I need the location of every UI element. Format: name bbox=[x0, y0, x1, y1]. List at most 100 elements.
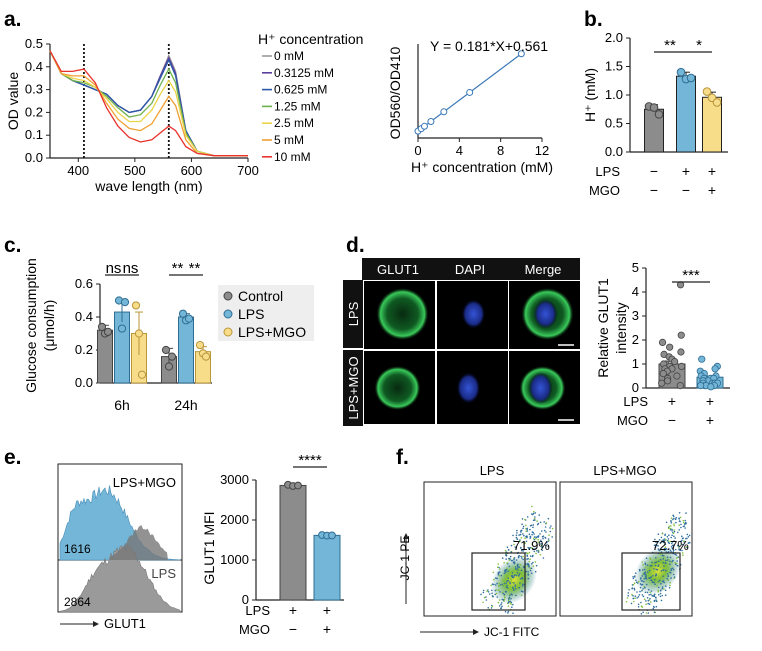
flow-event-dot bbox=[688, 541, 691, 544]
flow-event-dot bbox=[491, 589, 493, 592]
flow-event-dot bbox=[513, 574, 515, 577]
flow-event-dot bbox=[485, 599, 488, 601]
flow-event-dot bbox=[678, 529, 680, 531]
flow-event-dot bbox=[644, 563, 647, 566]
flow-event-dot bbox=[506, 567, 508, 570]
flow-event-dot bbox=[516, 571, 519, 574]
flow-event-dot bbox=[637, 606, 640, 608]
spectrum-legend-title: H⁺ concentration bbox=[258, 31, 363, 47]
flow-event-dot bbox=[672, 573, 675, 576]
d-data-point bbox=[677, 362, 686, 370]
flow-event-dot bbox=[654, 562, 656, 564]
panel-label-e: e. bbox=[4, 446, 22, 469]
flow-event-dot bbox=[537, 551, 540, 553]
flow-event-dot bbox=[506, 584, 509, 587]
flow-event-dot bbox=[663, 565, 665, 567]
flow-event-dot bbox=[516, 573, 518, 576]
flow-event-dot bbox=[633, 589, 636, 591]
flow-event-dot bbox=[668, 540, 670, 542]
c-bar bbox=[97, 329, 113, 384]
e-row-value: + bbox=[289, 602, 297, 618]
c-ylabel-line2: (μmol/h) bbox=[41, 300, 57, 352]
flow-event-dot bbox=[501, 598, 504, 601]
c-ytick-label: 0.4 bbox=[75, 309, 93, 324]
flow-event-dot bbox=[510, 559, 513, 562]
flow-event-dot bbox=[531, 531, 534, 533]
flow-event-dot bbox=[521, 557, 523, 559]
flow-event-dot bbox=[669, 556, 672, 559]
flow-event-dot bbox=[527, 574, 530, 576]
flow-event-dot bbox=[491, 595, 494, 597]
flow-event-dot bbox=[672, 515, 675, 517]
flow-event-dot bbox=[544, 544, 547, 547]
flow-event-dot bbox=[519, 533, 522, 536]
panel-label-f: f. bbox=[396, 446, 409, 469]
flow-event-dot bbox=[685, 512, 687, 514]
spectrum-legend-label: 5 mM bbox=[274, 133, 304, 147]
flow-event-dot bbox=[643, 577, 645, 580]
flow-event-dot bbox=[671, 544, 674, 547]
flow-event-dot bbox=[648, 588, 650, 591]
c-data-point bbox=[201, 352, 211, 361]
flow-event-dot bbox=[526, 527, 528, 530]
flow-event-dot bbox=[654, 581, 657, 583]
flow-event-dot bbox=[650, 601, 652, 603]
flow-event-dot bbox=[521, 523, 523, 525]
flow-event-dot bbox=[541, 546, 543, 549]
flow-event-dot bbox=[525, 527, 527, 530]
flow-event-dot bbox=[528, 547, 530, 550]
flow-event-dot bbox=[512, 612, 514, 614]
d-data-point bbox=[698, 355, 706, 363]
flow-event-dot bbox=[677, 531, 679, 534]
histogram-reference bbox=[110, 525, 168, 560]
d-data-point bbox=[677, 348, 685, 356]
flow-event-dot bbox=[491, 605, 494, 608]
flow-event-dot bbox=[681, 535, 683, 538]
flow-event-dot bbox=[658, 549, 661, 552]
flow-event-dot bbox=[510, 603, 512, 605]
flow-event-dot bbox=[641, 575, 644, 577]
flow-event-dot bbox=[653, 570, 655, 573]
b-ytick-label: 1.0 bbox=[605, 87, 623, 102]
spectrum-legend-label: 1.25 mM bbox=[274, 99, 321, 113]
flow-event-dot bbox=[498, 589, 500, 592]
flow-event-dot bbox=[501, 583, 503, 586]
b-sig-label: * bbox=[696, 37, 702, 54]
flow-event-dot bbox=[661, 532, 664, 535]
flow-event-dot bbox=[491, 583, 494, 585]
flow-event-dot bbox=[490, 607, 493, 609]
flow-event-dot bbox=[508, 596, 511, 599]
flow-event-dot bbox=[480, 593, 482, 596]
flow-event-dot bbox=[491, 592, 493, 595]
flow-event-dot bbox=[541, 549, 544, 552]
flow-event-dot bbox=[524, 542, 526, 544]
c-bar bbox=[114, 311, 130, 384]
flow-event-dot bbox=[673, 577, 675, 580]
flow-event-dot bbox=[645, 612, 648, 614]
flow-event-dot bbox=[657, 540, 660, 543]
flow-event-dot bbox=[522, 590, 524, 593]
d-data-point bbox=[671, 357, 679, 366]
spectrum-xtick-label: 500 bbox=[124, 163, 146, 178]
flow-event-dot bbox=[509, 582, 512, 585]
flow-event-dot bbox=[543, 521, 545, 523]
flow-event-dot bbox=[648, 569, 651, 572]
flow-event-dot bbox=[655, 541, 657, 543]
flow-event-dot bbox=[643, 572, 646, 574]
flow-event-dot bbox=[630, 602, 633, 605]
flow-event-dot bbox=[664, 594, 667, 596]
e-bar bbox=[279, 484, 307, 601]
flow-event-dot bbox=[643, 580, 645, 583]
flow-event-dot bbox=[534, 561, 537, 563]
flow-event-dot bbox=[513, 557, 516, 559]
flow-event-dot bbox=[666, 539, 669, 542]
flow-event-dot bbox=[511, 586, 514, 589]
e-sig-label: **** bbox=[298, 452, 322, 469]
micro-nucleus bbox=[461, 299, 486, 329]
flow-event-dot bbox=[533, 517, 536, 520]
e-ytick-label: 3000 bbox=[220, 472, 249, 487]
spectrum-ylabel: OD value bbox=[5, 72, 21, 131]
flow-event-dot bbox=[525, 530, 527, 532]
micro-nucleus bbox=[533, 299, 558, 329]
flow-event-dot bbox=[666, 556, 669, 558]
